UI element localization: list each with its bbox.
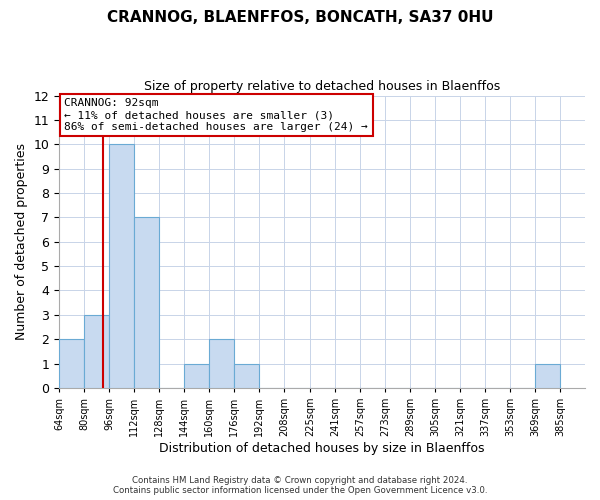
Y-axis label: Number of detached properties: Number of detached properties xyxy=(15,143,28,340)
Title: Size of property relative to detached houses in Blaenffos: Size of property relative to detached ho… xyxy=(144,80,500,93)
Bar xyxy=(59,339,84,388)
Bar xyxy=(184,364,209,388)
Bar xyxy=(209,339,234,388)
Bar xyxy=(134,218,159,388)
Text: CRANNOG: 92sqm
← 11% of detached houses are smaller (3)
86% of semi-detached hou: CRANNOG: 92sqm ← 11% of detached houses … xyxy=(64,98,368,132)
Bar xyxy=(535,364,560,388)
Text: CRANNOG, BLAENFFOS, BONCATH, SA37 0HU: CRANNOG, BLAENFFOS, BONCATH, SA37 0HU xyxy=(107,10,493,25)
X-axis label: Distribution of detached houses by size in Blaenffos: Distribution of detached houses by size … xyxy=(160,442,485,455)
Bar xyxy=(84,315,109,388)
Text: Contains HM Land Registry data © Crown copyright and database right 2024.
Contai: Contains HM Land Registry data © Crown c… xyxy=(113,476,487,495)
Bar xyxy=(234,364,259,388)
Bar xyxy=(109,144,134,388)
